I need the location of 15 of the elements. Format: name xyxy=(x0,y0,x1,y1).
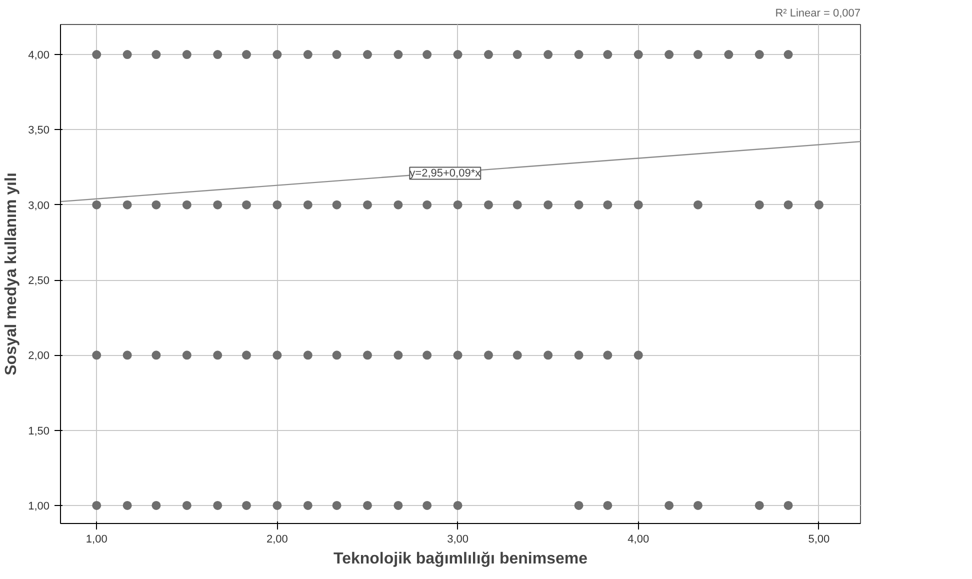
x-tick-label: 5,00 xyxy=(808,534,830,546)
y-tick-label: 2,00 xyxy=(28,350,50,362)
y-tick-label: 4,00 xyxy=(28,50,50,62)
y-tick-label: 1,00 xyxy=(28,500,50,512)
y-tick-label: 1,50 xyxy=(28,425,50,438)
x-tick-label: 4,00 xyxy=(628,534,650,546)
x-tick-label: 1,00 xyxy=(86,534,108,546)
text: R² Linear = 0,007 xyxy=(775,8,861,20)
y-axis-title: Sosyal medya kullanım yılı xyxy=(3,172,20,376)
x-tick-label: 2,00 xyxy=(266,534,288,546)
y-tick-label: 3,00 xyxy=(28,200,50,212)
y-tick-label: 2,50 xyxy=(28,275,50,288)
x-tick-label: 3,00 xyxy=(447,534,469,546)
x-axis-title: Teknolojik bağımlılığı benimseme xyxy=(334,550,588,568)
y-tick-label: 3,50 xyxy=(28,124,50,137)
